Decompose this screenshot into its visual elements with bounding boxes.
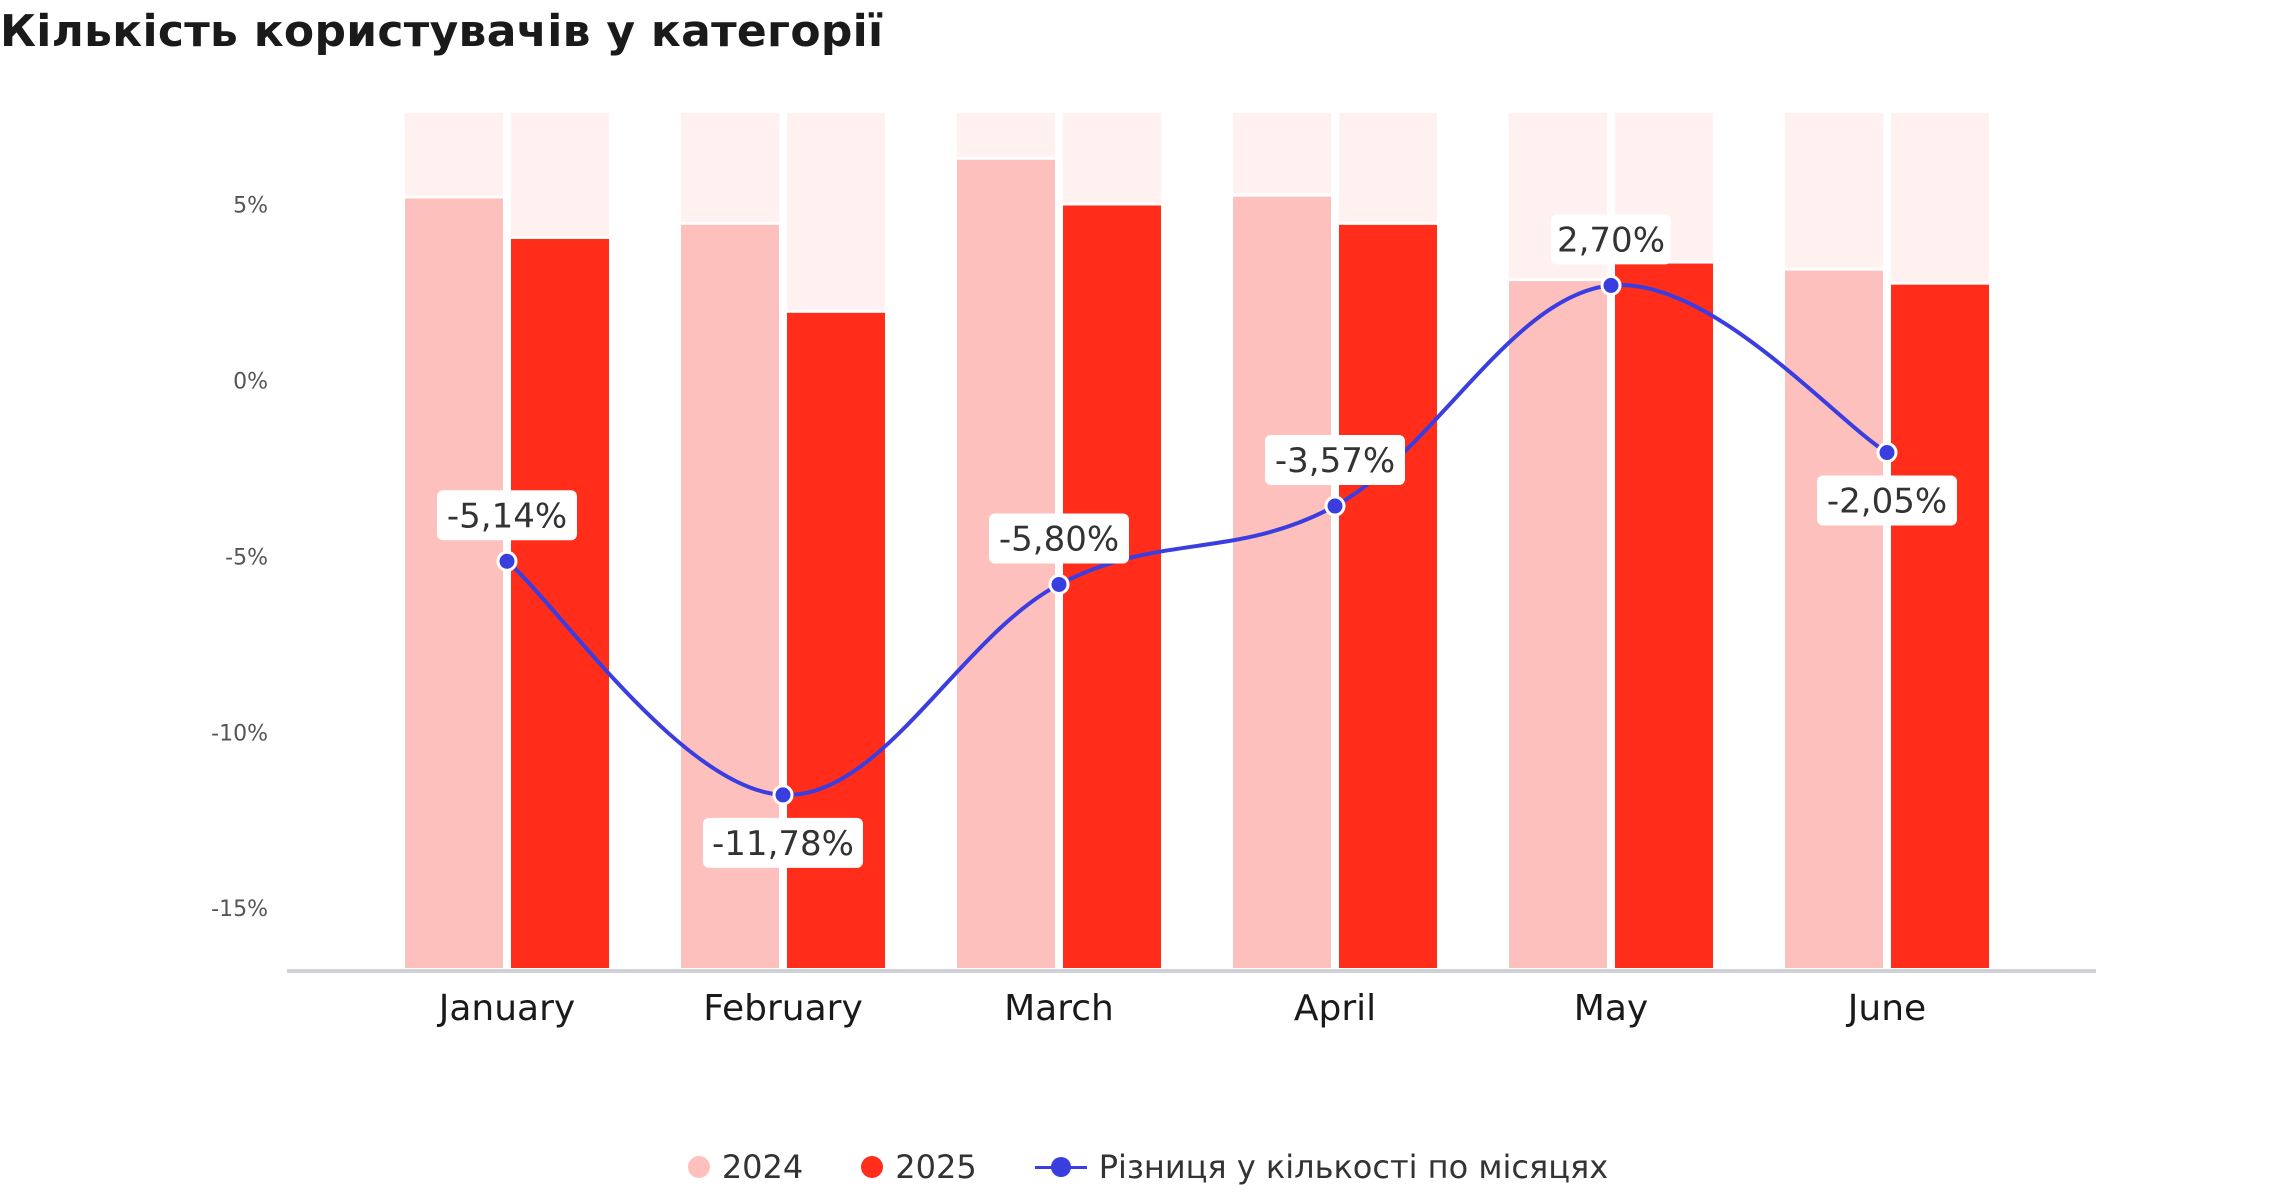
bar-2025-january [511,237,609,968]
bar-2025-april [1339,223,1437,969]
difference-point-january [496,550,518,572]
x-tick-label-january: January [437,988,575,1029]
legend-swatch-difference [1034,1156,1087,1178]
difference-point-june [1876,442,1898,464]
bar-top-edge-2025-april [1339,221,1437,225]
x-tick-label-june: June [1846,988,1926,1029]
y-tick-label: -10% [211,721,268,746]
legend-swatch-2025 [861,1156,884,1178]
x-axis: January February March April May June [437,988,1926,1029]
y-tick-label: 0% [233,369,268,394]
difference-point-february [772,784,794,806]
x-tick-label-april: April [1294,988,1376,1029]
y-tick-label: 5% [233,193,268,218]
y-axis: 5% 0% -5% -10% -15% [211,193,268,922]
bar-backgrounds [405,113,1989,968]
difference-line-path [505,283,1889,797]
bar-top-edge-2024-april [1233,193,1331,197]
difference-point-april [1324,495,1346,517]
data-label-march: -5,80% [999,519,1119,559]
bar-top-edge-2024-march [957,156,1055,160]
data-label-april: -3,57% [1275,441,1395,481]
bar-2024-may [1509,280,1607,968]
bar-2025-may [1615,262,1713,968]
bar-2024-january [405,197,503,968]
data-label-box-june [1817,475,1957,526]
bar-2024-april [1233,195,1331,968]
bar-top-edge-2025-march [1063,202,1161,206]
bar-top-edge-2025-february [787,309,885,313]
bar-top-edge-2024-january [405,195,503,199]
data-label-february: -11,78% [712,824,854,864]
data-label-january: -5,14% [447,496,567,536]
data-label-box-january [437,490,577,541]
data-label-box-april [1265,435,1405,486]
x-tick-label-march: March [1004,988,1114,1029]
legend-item-difference[interactable]: Різниця у кількості по місяцях [1034,1148,1609,1186]
bar-2024-june [1785,269,1883,968]
difference-line [496,274,1898,806]
data-label-box-march [989,513,1129,564]
bar-2025-june [1891,283,1989,968]
legend-label-2025: 2025 [895,1148,977,1186]
y-tick-label: -15% [211,897,268,922]
bars [405,156,1989,969]
bar-top-edge-2024-february [681,221,779,225]
data-label-may: 2,70% [1557,220,1665,260]
bar-2025-march [1063,204,1161,969]
y-tick-label: -5% [225,545,268,570]
data-label-box-may [1551,214,1671,265]
bar-top-edge-2024-june [1785,267,1883,271]
bar-top-edge-2025-june [1891,281,1989,285]
data-labels: -5,14% -11,78% -5,80% -3,57% 2,70% -2,05% [437,214,1957,868]
data-label-june: -2,05% [1827,482,1947,522]
data-label-box-february [703,817,863,868]
legend-label-2024: 2024 [721,1148,804,1186]
x-tick-label-february: February [703,988,863,1029]
x-tick-label-may: May [1574,988,1648,1029]
legend-item-2025[interactable]: 2025 [861,1148,977,1186]
bar-top-edge-2025-january [511,235,609,239]
difference-point-may [1600,274,1622,296]
bar-top-edge-2024-may [1509,278,1607,282]
chart-title: Кількість користувачів у категорії [0,6,884,57]
difference-point-march [1048,573,1070,595]
legend-label-difference: Різниця у кількості по місяцях [1098,1148,1609,1186]
legend-item-2024[interactable]: 2024 [687,1148,804,1186]
legend-swatch-2024 [687,1156,710,1178]
legend: 2024 2025 Різниця у кількості по місяцях [0,1148,2296,1186]
chart-canvas: 5% 0% -5% -10% -15% January February March Apri… [211,113,2096,1029]
bar-2025-february [787,311,885,969]
